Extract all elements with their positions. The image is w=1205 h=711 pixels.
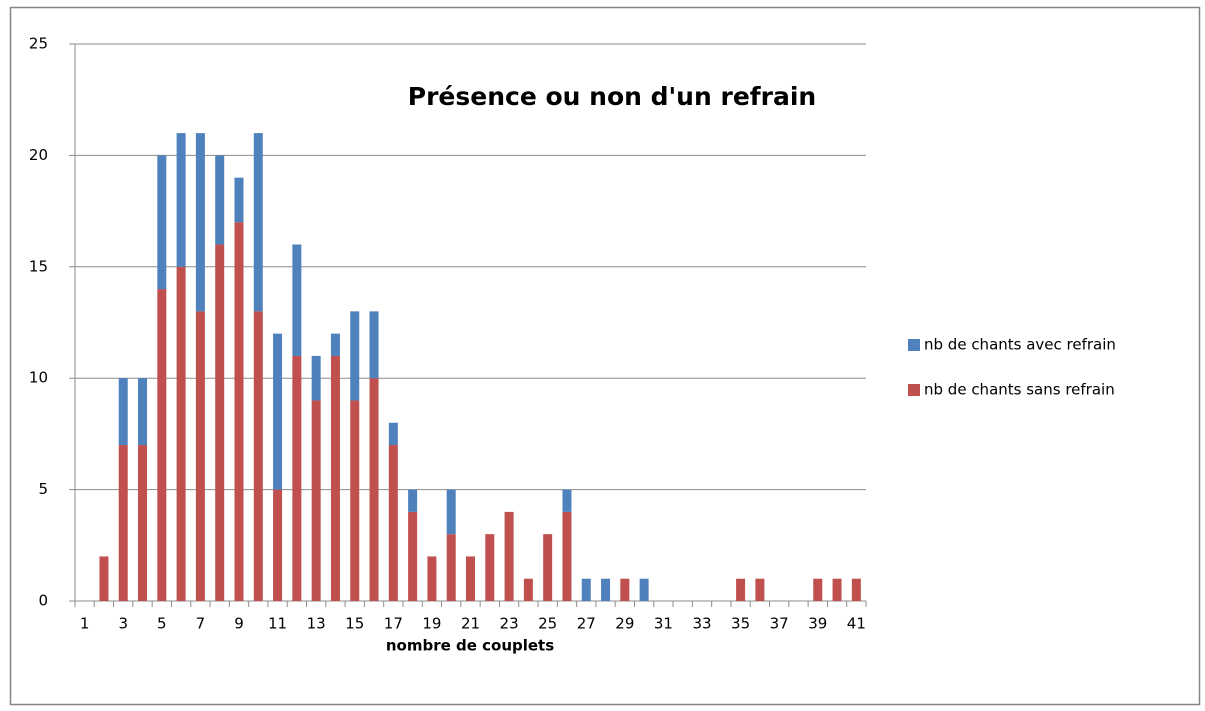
bar-segment: [369, 378, 379, 601]
bar-segment: [292, 244, 302, 356]
y-tick-label: 5: [38, 480, 48, 498]
x-axis-title: nombre de couplets: [386, 637, 554, 655]
x-tick-label: 39: [808, 615, 827, 633]
x-tick-label: 25: [538, 615, 557, 633]
bar-segment: [234, 222, 244, 602]
bar-segment: [369, 311, 379, 379]
bar-segment: [215, 244, 225, 601]
x-tick-label: 17: [384, 615, 403, 633]
y-tick-label: 10: [29, 369, 48, 387]
x-tick-label: 15: [345, 615, 364, 633]
bar-segment: [485, 534, 495, 601]
bar-segment: [157, 155, 167, 290]
bar-segment: [157, 289, 167, 601]
bar-segment: [388, 445, 398, 601]
y-tick-label: 20: [29, 146, 48, 164]
x-tick-label: 11: [268, 615, 287, 633]
bar-segment: [311, 355, 321, 401]
bar-segment: [273, 489, 283, 601]
bar-segment: [99, 556, 109, 601]
bar-segment: [118, 445, 128, 601]
bar-segment: [253, 311, 263, 601]
bar-segment: [543, 534, 553, 601]
y-tick-label: 25: [29, 35, 48, 53]
x-tick-label: 33: [692, 615, 711, 633]
bar-segment: [736, 578, 746, 601]
bar-segment: [581, 578, 591, 601]
x-tick-label: 37: [770, 615, 789, 633]
bar-segment: [832, 578, 842, 601]
bar-segment: [118, 378, 128, 446]
bar-segment: [330, 333, 340, 356]
bar-segment: [562, 489, 572, 512]
bar-segment: [446, 534, 456, 601]
x-tick-label: 29: [615, 615, 634, 633]
bar-segment: [446, 489, 456, 535]
bar-segment: [523, 578, 533, 601]
bar-segment: [466, 556, 475, 601]
x-tick-label: 3: [118, 615, 128, 633]
bar-segment: [427, 556, 437, 601]
bar-segment: [234, 177, 244, 223]
bar-segment: [330, 355, 340, 601]
bar-segment: [215, 155, 225, 245]
bar-segment: [350, 400, 360, 601]
bar-segment: [138, 378, 148, 446]
bar-segment: [562, 511, 572, 601]
bar-segment: [138, 445, 148, 601]
x-tick-label: 1: [80, 615, 90, 633]
x-tick-label: 21: [461, 615, 480, 633]
bar-segment: [273, 333, 283, 490]
bar-segment: [504, 511, 514, 601]
x-tick-label: 27: [577, 615, 596, 633]
x-tick-label: 41: [847, 615, 866, 633]
bar-segment: [195, 133, 205, 312]
legend-swatch: [908, 339, 920, 351]
bar-segment: [195, 311, 205, 601]
bar-segment: [311, 400, 321, 601]
bar-segment: [176, 266, 186, 601]
legend-label: nb de chants sans refrain: [924, 381, 1115, 399]
bar-segment: [851, 578, 861, 601]
bar-segment: [620, 578, 630, 601]
x-tick-label: 13: [307, 615, 326, 633]
bar-segment: [292, 355, 302, 601]
bar-segment: [253, 133, 263, 312]
x-tick-label: 5: [157, 615, 167, 633]
legend-swatch: [908, 384, 920, 396]
bar-segment: [350, 311, 360, 401]
bar-segment: [755, 578, 765, 601]
x-tick-label: 19: [422, 615, 441, 633]
bar-segment: [813, 578, 823, 601]
x-tick-label: 31: [654, 615, 673, 633]
y-tick-label: 0: [38, 592, 48, 610]
bar-segment: [601, 578, 611, 601]
bar-segment: [408, 489, 418, 512]
bar-segment: [176, 133, 186, 267]
x-tick-label: 9: [234, 615, 244, 633]
legend-label: nb de chants avec refrain: [924, 336, 1116, 354]
bar-segment: [388, 422, 398, 446]
bar-segment: [408, 511, 418, 601]
x-tick-label: 23: [500, 615, 519, 633]
y-tick-label: 15: [29, 257, 48, 275]
chart-title: Présence ou non d'un refrain: [408, 82, 816, 111]
bar-segment: [639, 578, 649, 601]
x-tick-label: 7: [196, 615, 206, 633]
x-tick-label: 35: [731, 615, 750, 633]
